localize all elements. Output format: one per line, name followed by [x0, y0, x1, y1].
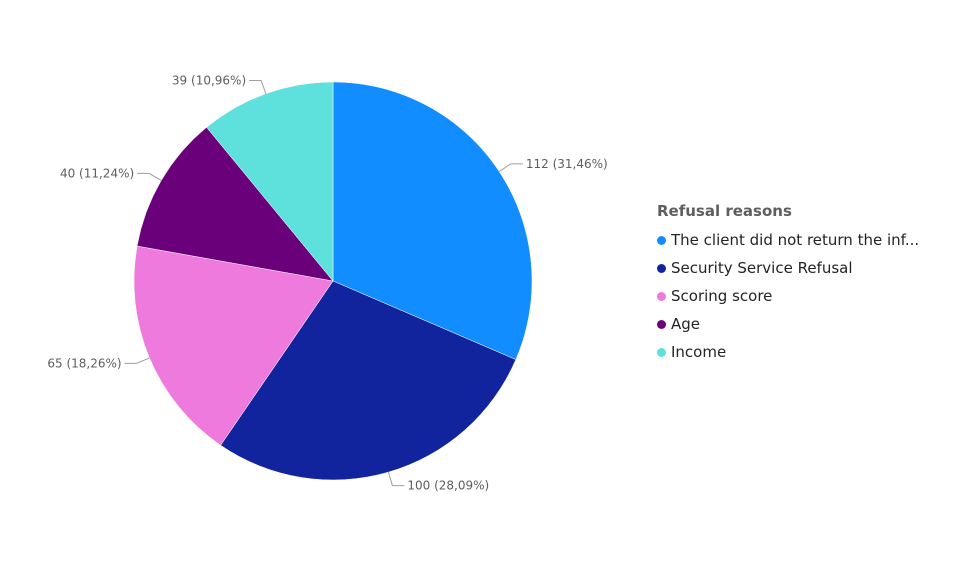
legend-label: Scoring score: [671, 287, 773, 305]
data-label-2: 100 (28,09%): [407, 479, 489, 493]
legend-label: Age: [671, 315, 701, 333]
leader-line-1: [498, 163, 523, 172]
legend-item-security-service-refusal[interactable]: Security Service Refusal: [657, 254, 957, 282]
legend-label: The client did not return the inf...: [671, 231, 920, 249]
legend-label: Income: [671, 343, 727, 361]
data-label-3: 65 (18,26%): [47, 356, 121, 370]
legend-marker: [657, 319, 666, 329]
leader-line-5: [249, 79, 267, 94]
leader-line-4: [137, 172, 162, 181]
leader-line-2: [387, 471, 405, 487]
legend-title: Refusal reasons: [657, 202, 792, 220]
leader-line-3: [124, 357, 150, 364]
legend: Refusal reasons The client did not retur…: [657, 202, 957, 366]
legend-item-age[interactable]: Age: [657, 310, 957, 338]
legend-item-client-did-not-return[interactable]: The client did not return the inf...: [657, 226, 957, 254]
legend-marker: [657, 263, 666, 273]
legend-marker: [657, 347, 666, 357]
legend-item-income[interactable]: Income: [657, 338, 957, 366]
data-label-1: 112 (31,46%): [526, 157, 608, 171]
legend-marker: [657, 235, 666, 245]
legend-label: Security Service Refusal: [671, 259, 853, 277]
legend-marker: [657, 291, 666, 301]
data-label-4: 40 (11,24%): [60, 166, 134, 180]
legend-item-scoring-score[interactable]: Scoring score: [657, 282, 957, 310]
data-label-5: 39 (10,96%): [172, 73, 246, 87]
